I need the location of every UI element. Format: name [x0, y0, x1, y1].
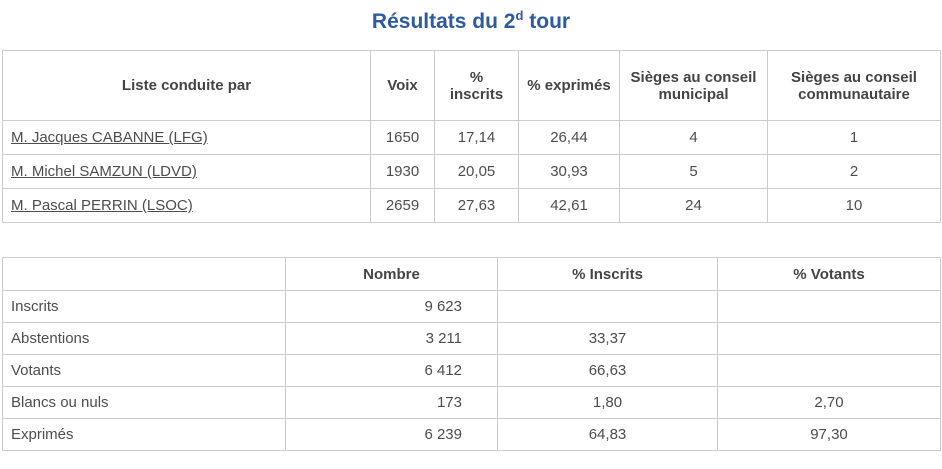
table-row: M. Pascal PERRIN (LSOC) 2659 27,63 42,61…: [2, 188, 941, 223]
results-header-liste: Liste conduite par: [2, 50, 371, 121]
table-row: Abstentions 3 211 33,37: [2, 322, 941, 355]
pct-exprimes-cell: 26,44: [518, 120, 620, 155]
table-row: Votants 6 412 66,63: [2, 354, 941, 387]
pct-inscrits-cell: [497, 290, 718, 323]
table-row: Blancs ou nuls 173 1,80 2,70: [2, 386, 941, 419]
pct-inscrits-cell: 1,80: [497, 386, 718, 419]
table-row: Exprimés 6 239 64,83 97,30: [2, 418, 941, 451]
page-title-suffix: tour: [523, 10, 571, 33]
pct-votants-cell: 2,70: [717, 386, 941, 419]
voix-cell: 1650: [370, 120, 435, 155]
candidate-cell: M. Jacques CABANNE (LFG): [2, 120, 371, 155]
results-header-sieges-municipal: Sièges au conseil municipal: [619, 50, 768, 121]
page-title-superscript: d: [515, 8, 524, 23]
nombre-cell: 6 239: [285, 418, 498, 451]
participation-header-nombre: Nombre: [285, 257, 498, 291]
participation-header-row: Nombre % Inscrits % Votants: [2, 257, 941, 291]
results-header-pct-exprimes: % exprimés: [518, 50, 620, 121]
page-title: Résultats du 2d tour: [0, 0, 942, 48]
results-header-pct-inscrits: % inscrits: [434, 50, 519, 121]
participation-header-pct-votants: % Votants: [717, 257, 941, 291]
candidate-link[interactable]: M. Michel SAMZUN (LDVD): [11, 163, 197, 180]
pct-inscrits-cell: 64,83: [497, 418, 718, 451]
results-table: Liste conduite par Voix % inscrits % exp…: [2, 50, 941, 223]
pct-inscrits-cell: 33,37: [497, 322, 718, 355]
nombre-cell: 9 623: [285, 290, 498, 323]
table-row: M. Michel SAMZUN (LDVD) 1930 20,05 30,93…: [2, 154, 941, 189]
results-header-voix: Voix: [370, 50, 435, 121]
candidate-link[interactable]: M. Pascal PERRIN (LSOC): [11, 197, 193, 214]
voix-cell: 2659: [370, 188, 435, 223]
pct-inscrits-cell: 20,05: [434, 154, 519, 189]
nombre-cell: 6 412: [285, 354, 498, 387]
stat-label: Blancs ou nuls: [2, 386, 286, 419]
pct-inscrits-cell: 27,63: [434, 188, 519, 223]
candidate-link[interactable]: M. Jacques CABANNE (LFG): [11, 129, 208, 146]
participation-table: Nombre % Inscrits % Votants Inscrits 9 6…: [2, 257, 941, 451]
pct-votants-cell: [717, 290, 941, 323]
sieges-municipal-cell: 24: [619, 188, 768, 223]
nombre-cell: 3 211: [285, 322, 498, 355]
sieges-communautaire-cell: 1: [767, 120, 941, 155]
pct-votants-cell: [717, 322, 941, 355]
sieges-municipal-cell: 5: [619, 154, 768, 189]
participation-header-pct-inscrits: % Inscrits: [497, 257, 718, 291]
page-title-prefix: Résultats du 2: [371, 10, 516, 33]
stat-label: Exprimés: [2, 418, 286, 451]
table-row: Inscrits 9 623: [2, 290, 941, 323]
pct-inscrits-cell: 66,63: [497, 354, 718, 387]
candidate-cell: M. Pascal PERRIN (LSOC): [2, 188, 371, 223]
sieges-communautaire-cell: 2: [767, 154, 941, 189]
candidate-cell: M. Michel SAMZUN (LDVD): [2, 154, 371, 189]
voix-cell: 1930: [370, 154, 435, 189]
pct-inscrits-cell: 17,14: [434, 120, 519, 155]
stat-label: Inscrits: [2, 290, 286, 323]
stat-label: Votants: [2, 354, 286, 387]
sieges-municipal-cell: 4: [619, 120, 768, 155]
table-row: M. Jacques CABANNE (LFG) 1650 17,14 26,4…: [2, 120, 941, 155]
pct-exprimes-cell: 42,61: [518, 188, 620, 223]
participation-header-empty: [2, 257, 286, 291]
sieges-communautaire-cell: 10: [767, 188, 941, 223]
results-header-row: Liste conduite par Voix % inscrits % exp…: [2, 50, 941, 121]
pct-votants-cell: 97,30: [717, 418, 941, 451]
nombre-cell: 173: [285, 386, 498, 419]
pct-exprimes-cell: 30,93: [518, 154, 620, 189]
results-header-sieges-communautaire: Sièges au conseil communautaire: [767, 50, 941, 121]
stat-label: Abstentions: [2, 322, 286, 355]
pct-votants-cell: [717, 354, 941, 387]
